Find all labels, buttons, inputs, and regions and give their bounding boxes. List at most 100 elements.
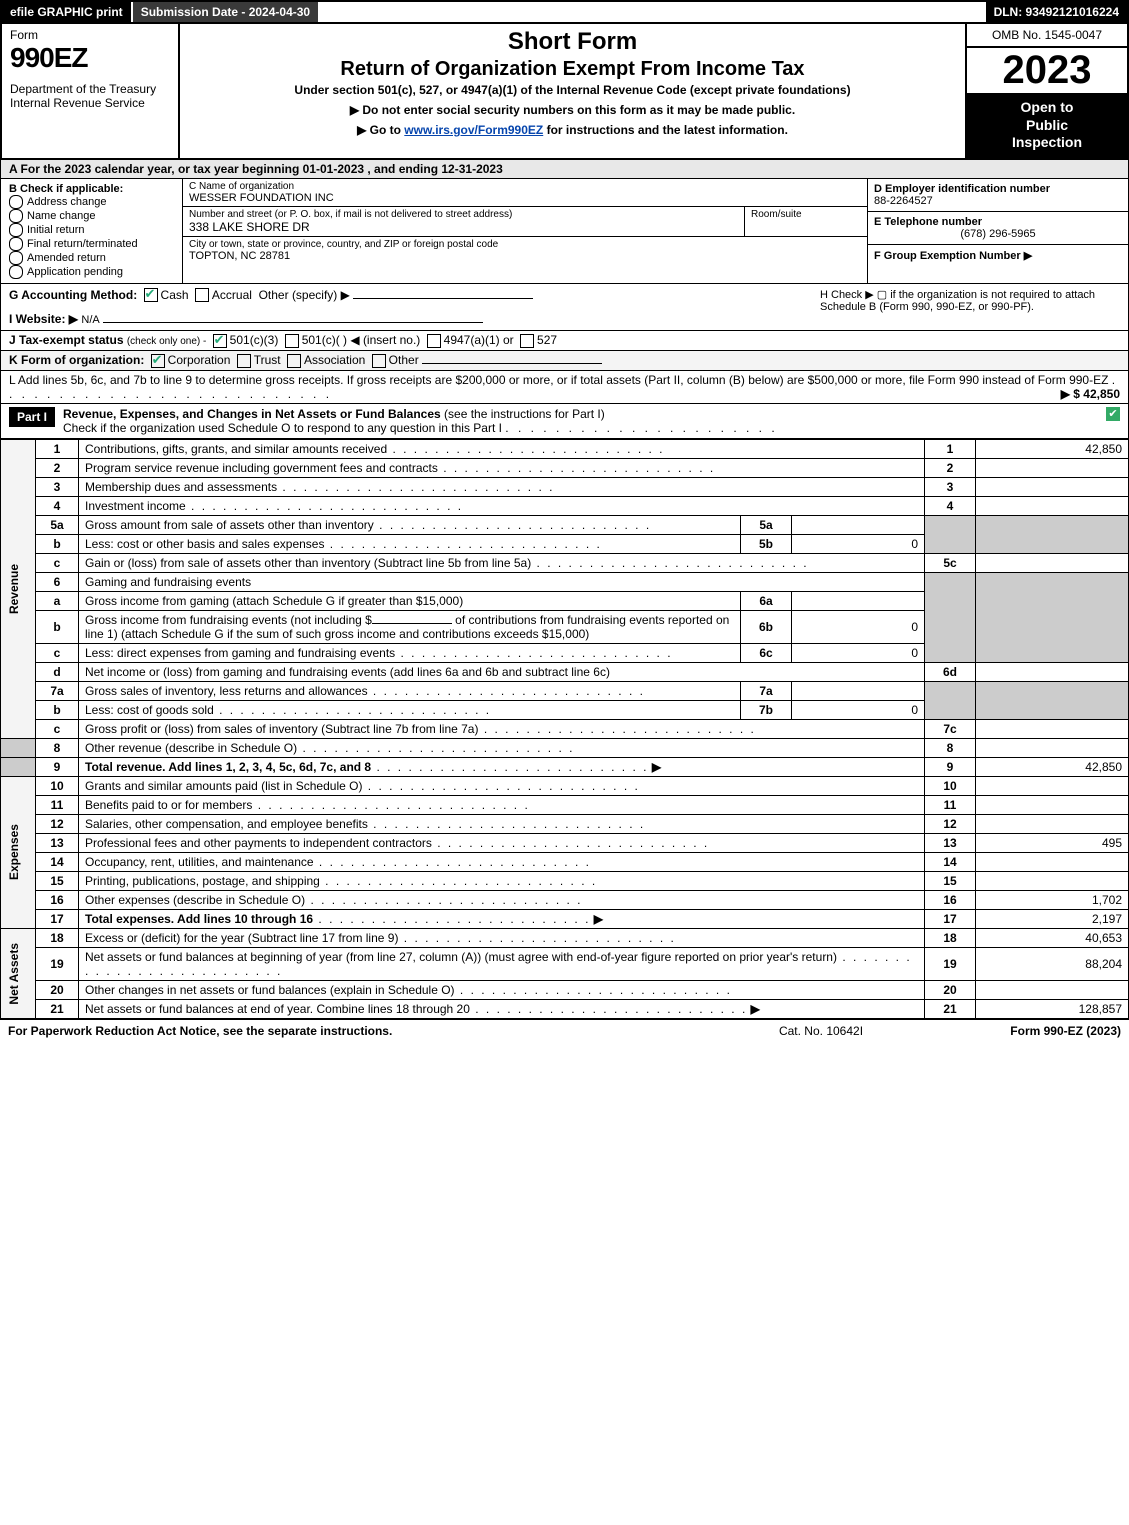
line-6d: dNet income or (loss) from gaming and fu…: [1, 662, 1129, 681]
line-16: 16Other expenses (describe in Schedule O…: [1, 890, 1129, 909]
row-j: J Tax-exempt status (check only one) - 5…: [0, 331, 1129, 351]
h-text: H Check ▶ ▢ if the organization is not r…: [820, 288, 1120, 327]
dept-label: Department of the Treasury: [10, 82, 170, 96]
checkbox-corp[interactable]: [151, 354, 165, 368]
c-addr-label: Number and street (or P. O. box, if mail…: [189, 209, 738, 220]
form-header: Form 990EZ Department of the Treasury In…: [0, 24, 1129, 160]
b-opt-address: Address change: [9, 195, 174, 209]
part1-checkbox-icon[interactable]: ✔: [1106, 407, 1120, 421]
checkbox-4947[interactable]: [427, 334, 441, 348]
instr-ssn: ▶ Do not enter social security numbers o…: [188, 103, 957, 117]
g-label: G Accounting Method:: [9, 288, 137, 302]
phone-value: (678) 296-5965: [874, 228, 1122, 240]
open-line3: Inspection: [973, 134, 1121, 152]
checkbox-501c[interactable]: [285, 334, 299, 348]
top-bar: efile GRAPHIC print Submission Date - 20…: [0, 0, 1129, 24]
org-name: WESSER FOUNDATION INC: [189, 192, 861, 204]
org-city: TOPTON, NC 28781: [189, 250, 861, 262]
contrib-amount-input[interactable]: [372, 623, 452, 624]
checkbox-501c3[interactable]: [213, 334, 227, 348]
val-19: 88,204: [976, 947, 1129, 980]
irs-link[interactable]: www.irs.gov/Form990EZ: [404, 123, 543, 137]
d-label: D Employer identification number: [874, 183, 1122, 195]
line-11: 11Benefits paid to or for members11: [1, 795, 1129, 814]
part1-header: Part I Revenue, Expenses, and Changes in…: [0, 404, 1129, 439]
entity-block: B Check if applicable: Address change Na…: [0, 179, 1129, 284]
header-left: Form 990EZ Department of the Treasury In…: [2, 24, 180, 158]
line-8: 8Other revenue (describe in Schedule O)8: [1, 738, 1129, 757]
instr-goto: ▶ Go to www.irs.gov/Form990EZ for instru…: [188, 123, 957, 137]
val-9: 42,850: [976, 757, 1129, 776]
open-line2: Public: [973, 117, 1121, 135]
l-amount: ▶ $ 42,850: [1061, 387, 1120, 401]
checkbox-cash[interactable]: [144, 288, 158, 302]
header-right: OMB No. 1545-0047 2023 Open to Public In…: [965, 24, 1127, 158]
website-value: N/A: [81, 314, 99, 326]
checkbox-icon[interactable]: [9, 251, 23, 265]
line-4: 4Investment income4: [1, 496, 1129, 515]
tax-year: 2023: [967, 48, 1127, 93]
checkbox-accrual[interactable]: [195, 288, 209, 302]
checkbox-icon[interactable]: [9, 195, 23, 209]
instr-goto-prefix: ▶ Go to: [357, 123, 404, 137]
checkbox-527[interactable]: [520, 334, 534, 348]
page-footer: For Paperwork Reduction Act Notice, see …: [0, 1019, 1129, 1042]
header-center: Short Form Return of Organization Exempt…: [180, 24, 965, 158]
org-address: 338 LAKE SHORE DR: [189, 220, 738, 234]
checkbox-trust[interactable]: [237, 354, 251, 368]
b-title: B Check if applicable:: [9, 183, 174, 195]
irs-label: Internal Revenue Service: [10, 96, 170, 110]
line-14: 14Occupancy, rent, utilities, and mainte…: [1, 852, 1129, 871]
line-10: Expenses 10Grants and similar amounts pa…: [1, 776, 1129, 795]
checkbox-icon[interactable]: [9, 223, 23, 237]
part1-badge: Part I: [9, 407, 55, 427]
b-opt-final: Final return/terminated: [9, 237, 174, 251]
b-opt-name: Name change: [9, 209, 174, 223]
b-opt-amended: Amended return: [9, 251, 174, 265]
line-18: Net Assets 18Excess or (deficit) for the…: [1, 928, 1129, 947]
efile-print-label[interactable]: efile GRAPHIC print: [2, 2, 131, 22]
other-specify-input[interactable]: [353, 298, 533, 299]
val-21: 128,857: [976, 999, 1129, 1018]
j-label: J Tax-exempt status: [9, 333, 124, 347]
line-5a: 5aGross amount from sale of assets other…: [1, 515, 1129, 534]
k-other-line: [422, 363, 602, 364]
checkbox-icon[interactable]: [9, 209, 23, 223]
title-return: Return of Organization Exempt From Incom…: [188, 58, 957, 81]
ein-value: 88-2264527: [874, 195, 1122, 207]
open-line1: Open to: [973, 99, 1121, 117]
line-13: 13Professional fees and other payments t…: [1, 833, 1129, 852]
val-17: 2,197: [976, 909, 1129, 928]
line-1: Revenue 1 Contributions, gifts, grants, …: [1, 439, 1129, 458]
side-netassets: Net Assets: [7, 943, 29, 1005]
f-label: F Group Exemption Number ▶: [874, 249, 1122, 262]
c-name-label: C Name of organization: [189, 181, 861, 192]
footer-left: For Paperwork Reduction Act Notice, see …: [8, 1024, 721, 1038]
line-20: 20Other changes in net assets or fund ba…: [1, 980, 1129, 999]
checkbox-icon[interactable]: [9, 237, 23, 251]
checkbox-assoc[interactable]: [287, 354, 301, 368]
c-room-label: Room/suite: [751, 209, 861, 220]
line-17: 17Total expenses. Add lines 10 through 1…: [1, 909, 1129, 928]
dln-label: DLN: 93492121016224: [986, 2, 1127, 22]
lines-table: Revenue 1 Contributions, gifts, grants, …: [0, 439, 1129, 1019]
line-9: 9Total revenue. Add lines 1, 2, 3, 4, 5c…: [1, 757, 1129, 776]
val-1: 42,850: [976, 439, 1129, 458]
section-c: C Name of organization WESSER FOUNDATION…: [183, 179, 868, 283]
side-expenses: Expenses: [7, 824, 29, 880]
val-13: 495: [976, 833, 1129, 852]
checkbox-icon[interactable]: [9, 265, 23, 279]
line-7a: 7aGross sales of inventory, less returns…: [1, 681, 1129, 700]
form-word: Form: [10, 28, 170, 42]
row-k: K Form of organization: Corporation Trus…: [0, 351, 1129, 371]
row-gh: G Accounting Method: Cash Accrual Other …: [0, 284, 1129, 332]
checkbox-other[interactable]: [372, 354, 386, 368]
line-6: 6Gaming and fundraising events: [1, 572, 1129, 591]
line-15: 15Printing, publications, postage, and s…: [1, 871, 1129, 890]
row-l: L Add lines 5b, 6c, and 7b to line 9 to …: [0, 371, 1129, 404]
subtitle: Under section 501(c), 527, or 4947(a)(1)…: [188, 83, 957, 97]
val-18: 40,653: [976, 928, 1129, 947]
k-label: K Form of organization:: [9, 353, 144, 367]
i-label: I Website: ▶: [9, 312, 78, 326]
b-opt-pending: Application pending: [9, 265, 174, 279]
